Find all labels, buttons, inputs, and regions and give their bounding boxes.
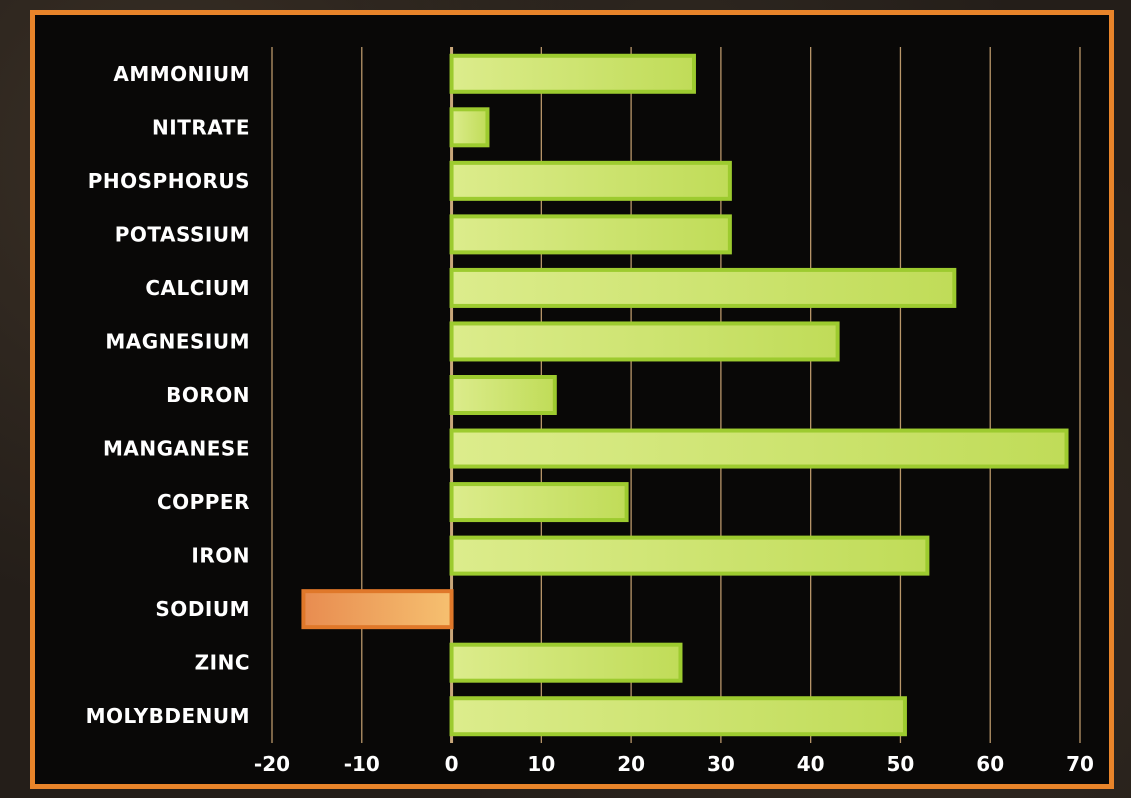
bar-copper	[449, 482, 629, 523]
x-tick-label: 50	[887, 752, 915, 776]
category-label: AMMONIUM	[113, 62, 250, 86]
bar-manganese	[449, 428, 1069, 469]
chart-frame: AMMONIUM NITRATE PHOSPHORUS POTASSIUM CALCIU…	[30, 10, 1114, 789]
bar-potassium	[449, 214, 732, 255]
bar-chart: AMMONIUM NITRATE PHOSPHORUS POTASSIUM CALCIU…	[86, 47, 1094, 776]
category-label: SODIUM	[155, 597, 250, 621]
bars	[301, 53, 1069, 737]
category-label: POTASSIUM	[115, 222, 250, 246]
bar-sodium	[301, 589, 454, 630]
bar-zinc	[449, 642, 683, 683]
grid-lines	[271, 47, 1081, 743]
bar-calcium	[449, 267, 957, 308]
bar-molybdenum	[449, 696, 907, 737]
x-tick-label: 60	[976, 752, 1004, 776]
category-label: BORON	[166, 383, 250, 407]
x-tick-label: 10	[527, 752, 555, 776]
x-tick-label: 70	[1066, 752, 1094, 776]
x-tick-label: -20	[254, 752, 290, 776]
x-tick-label: -10	[344, 752, 380, 776]
category-labels: AMMONIUM NITRATE PHOSPHORUS POTASSIUM CALCIU…	[86, 62, 250, 728]
bar-phosphorus	[449, 160, 732, 201]
bar-nitrate	[449, 107, 490, 148]
x-axis-tick-labels: -20 -10 0 10 20 30 40 50 60 70	[254, 752, 1094, 776]
category-label: CALCIUM	[145, 276, 250, 300]
category-label: MANGANESE	[103, 437, 250, 461]
bar-iron	[449, 535, 930, 576]
category-label: COPPER	[157, 490, 250, 514]
category-label: MAGNESIUM	[105, 329, 250, 353]
bar-ammonium	[449, 53, 696, 94]
x-tick-label: 20	[617, 752, 645, 776]
category-label: PHOSPHORUS	[88, 169, 250, 193]
bar-boron	[449, 375, 557, 415]
x-tick-label: 30	[707, 752, 735, 776]
category-label: ZINC	[195, 651, 250, 675]
x-tick-label: 40	[797, 752, 825, 776]
category-label: IRON	[191, 544, 250, 568]
bar-magnesium	[449, 321, 840, 362]
category-label: NITRATE	[152, 115, 250, 139]
x-tick-label: 0	[445, 752, 459, 776]
category-label: MOLYBDENUM	[86, 704, 250, 728]
